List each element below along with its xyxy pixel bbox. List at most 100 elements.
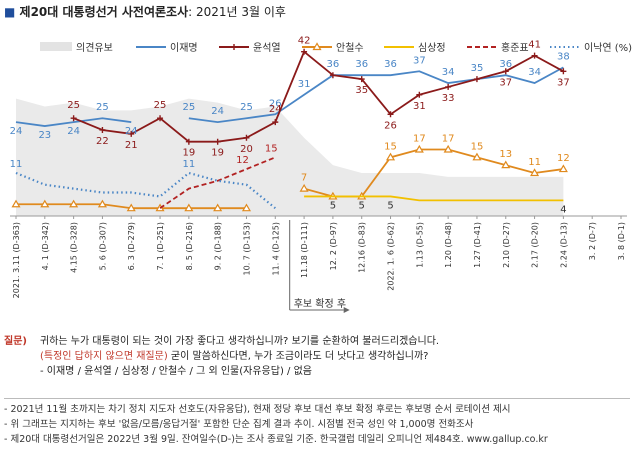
data-label: 35 <box>355 85 368 96</box>
point-marker <box>11 199 21 208</box>
area-opinion-reserved <box>16 98 564 216</box>
footnote-3: - 제20대 대통령선거일은 2022년 3월 9일. 잔여일수(D-)는 조사… <box>4 434 548 445</box>
question-line1: 귀하는 누가 대통령이 되는 것이 가장 좋다고 생각하십니까? 보기를 순환하… <box>40 336 440 347</box>
series-line-5 <box>15 171 276 210</box>
point-marker <box>69 199 79 208</box>
x-tick-label: 12. 2 (D-97) <box>329 222 338 270</box>
legend-swatch-area <box>40 42 72 51</box>
data-label: 31 <box>298 79 311 90</box>
x-tick-label: 3. 2 (D-7) <box>588 222 597 260</box>
data-label: 22 <box>96 136 109 147</box>
data-label: 12 <box>236 155 249 166</box>
point-marker <box>99 126 106 133</box>
data-label: 34 <box>442 67 455 78</box>
data-label: 5 <box>330 200 336 211</box>
data-label: 13 <box>499 149 512 160</box>
data-label: 11 <box>528 157 541 168</box>
data-label: 12 <box>557 153 570 164</box>
legend-label: 홍준표 <box>501 41 529 54</box>
legend-marker <box>312 42 322 51</box>
title-main: 제20대 대통령선거 사전여론조사 <box>19 5 189 19</box>
annotation-arrow <box>343 307 350 313</box>
point-marker <box>213 203 223 212</box>
point-marker <box>185 138 192 145</box>
x-tick-label: 2.10 (D-27) <box>502 222 511 268</box>
x-tick-label: 11. 4 (D-125) <box>271 222 280 275</box>
point-marker <box>445 83 452 90</box>
footnote-2: - 위 그래프는 지지하는 후보 '없음/모름/응답거절' 포함한 단순 집계 … <box>4 419 474 430</box>
data-label: 17 <box>413 134 426 145</box>
divider <box>4 398 630 399</box>
point-marker <box>531 52 538 59</box>
chart: 2021. 3.11 (D-363) 4. 1 (D-342) 4.15 (D-32… <box>10 36 632 313</box>
data-label: 37 <box>557 77 570 88</box>
data-label: 36 <box>355 59 368 70</box>
point-marker <box>560 68 567 75</box>
point-marker <box>241 203 252 212</box>
data-label: 24 <box>125 126 138 137</box>
point-marker <box>70 115 77 122</box>
footnotes: - 2021년 11월 초까지는 차기 정치 지도자 선호도(자유응답), 현재… <box>4 402 548 447</box>
question-line3: - 이재명 / 윤석열 / 심상정 / 안철수 / 그 외 인물(자유응답) /… <box>40 366 312 377</box>
point-marker <box>358 76 365 83</box>
series-line-1 <box>73 50 564 143</box>
data-label: 24 <box>10 126 23 137</box>
x-tick-label: 7. 1 (D-251) <box>156 222 165 270</box>
data-label: 19 <box>211 148 224 159</box>
x-tick-label: 11.18 (D-111) <box>300 222 309 278</box>
x-tick-label: 4. 1 (D-342) <box>41 222 50 270</box>
data-label: 15 <box>265 143 278 154</box>
data-label: 34 <box>528 67 541 78</box>
legend-label: 심상정 <box>418 42 446 54</box>
data-label: 36 <box>384 59 397 70</box>
x-tick-label: 6. 3 (D-279) <box>127 222 136 270</box>
x-tick-label: 12.16 (D-83) <box>358 222 367 273</box>
data-label: 11 <box>10 159 23 170</box>
data-label: 36 <box>499 59 512 70</box>
data-label: 25 <box>182 102 195 113</box>
data-label: 5 <box>387 200 393 211</box>
point-marker <box>128 130 135 137</box>
data-label: 37 <box>413 55 426 66</box>
point-marker <box>414 144 424 153</box>
point-marker <box>416 91 423 98</box>
data-label: 24 <box>269 104 282 115</box>
data-label: 11 <box>182 159 195 170</box>
data-label: 5 <box>359 200 365 211</box>
point-marker <box>473 76 480 83</box>
series-line-4 <box>159 156 276 209</box>
data-label: 31 <box>413 101 426 112</box>
series-line-0 <box>15 117 132 127</box>
point-marker <box>530 168 540 177</box>
data-label: 23 <box>38 130 51 141</box>
x-tick-label: 1.20 (D-48) <box>444 222 453 268</box>
question-label: 질문) <box>4 336 27 347</box>
x-tick-label: 9. 2 (D-188) <box>214 222 223 270</box>
point-marker <box>40 199 50 208</box>
data-label: 15 <box>384 141 397 152</box>
point-marker <box>299 183 309 192</box>
point-marker <box>443 144 453 153</box>
title-bullet: ■ <box>4 5 16 19</box>
annotation-text: 후보 확정 후 <box>294 298 346 310</box>
point-marker <box>387 111 394 118</box>
x-tick-label: 1.27 (D-41) <box>473 222 482 268</box>
data-label: 42 <box>298 36 311 47</box>
data-label: 25 <box>67 100 80 111</box>
data-label: 24 <box>211 106 224 117</box>
data-label: 38 <box>557 51 570 62</box>
x-tick-label: 4.15 (D-328) <box>70 222 79 273</box>
data-label: 19 <box>182 148 195 159</box>
question-line2-red: (특정인 답하지 않으면 재질문) <box>40 351 168 362</box>
point-marker <box>157 115 164 122</box>
x-tick-label: 5. 6 (D-307) <box>98 222 107 270</box>
data-label: 26 <box>384 120 397 131</box>
x-tick-label: 2021. 3.11 (D-363) <box>12 222 21 298</box>
point-marker <box>126 203 136 212</box>
data-label: 20 <box>240 144 253 155</box>
legend-label: 이재명 <box>170 42 198 54</box>
data-label: 25 <box>154 100 167 111</box>
x-tick-label: 2022. 1. 6 (D-62) <box>387 222 396 291</box>
x-tick-label: 10. 7 (D-153) <box>242 222 251 275</box>
footnote-1: - 2021년 11월 초까지는 차기 정치 지도자 선호도(자유응답), 현재… <box>4 404 511 415</box>
